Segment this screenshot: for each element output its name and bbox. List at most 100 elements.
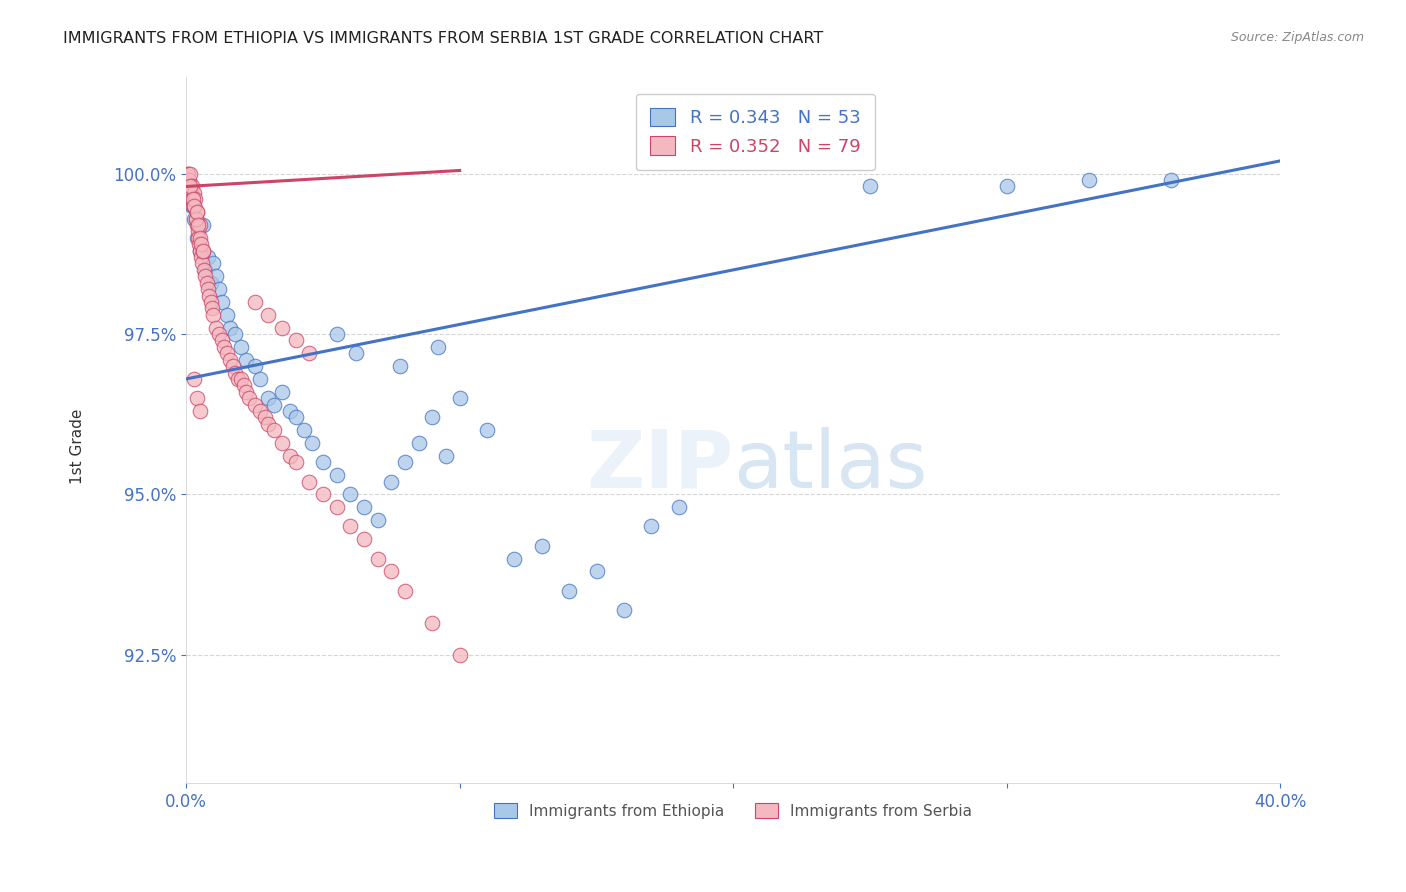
Point	[503, 551, 526, 566]
Point	[270, 436, 292, 450]
Point	[257, 308, 280, 322]
Point	[434, 449, 457, 463]
Point	[640, 519, 662, 533]
Point	[257, 417, 280, 431]
Point	[298, 475, 321, 489]
Point	[224, 366, 246, 380]
Point	[249, 372, 271, 386]
Point	[205, 269, 228, 284]
Text: Source: ZipAtlas.com: Source: ZipAtlas.com	[1230, 31, 1364, 45]
Point	[191, 244, 214, 258]
Point	[186, 231, 208, 245]
Point	[312, 487, 335, 501]
Point	[235, 384, 257, 399]
Point	[475, 423, 498, 437]
Point	[187, 224, 209, 238]
Point	[180, 179, 202, 194]
Point	[177, 179, 200, 194]
Point	[208, 282, 231, 296]
Point	[380, 475, 402, 489]
Point	[190, 237, 212, 252]
Point	[186, 205, 208, 219]
Point	[449, 648, 471, 662]
Point	[184, 211, 207, 226]
Point	[197, 282, 219, 296]
Point	[195, 276, 218, 290]
Point	[221, 359, 243, 373]
Point	[188, 231, 211, 245]
Point	[181, 192, 204, 206]
Point	[188, 237, 211, 252]
Point	[202, 256, 225, 270]
Text: atlas: atlas	[734, 426, 928, 505]
Point	[191, 218, 214, 232]
Point	[325, 326, 347, 341]
Point	[180, 186, 202, 200]
Point	[181, 192, 204, 206]
Point	[183, 199, 205, 213]
Point	[179, 167, 201, 181]
Point	[284, 410, 307, 425]
Point	[585, 565, 607, 579]
Point	[184, 192, 207, 206]
Point	[190, 244, 212, 258]
Point	[530, 539, 553, 553]
Point	[181, 199, 204, 213]
Point	[312, 455, 335, 469]
Point	[270, 320, 292, 334]
Point	[183, 186, 205, 200]
Point	[226, 372, 249, 386]
Point	[243, 295, 266, 310]
Point	[298, 346, 321, 360]
Point	[235, 352, 257, 367]
Point	[238, 391, 260, 405]
Point	[408, 436, 430, 450]
Point	[187, 231, 209, 245]
Point	[191, 256, 214, 270]
Point	[367, 551, 389, 566]
Point	[219, 320, 242, 334]
Point	[278, 449, 301, 463]
Point	[217, 308, 239, 322]
Point	[388, 359, 411, 373]
Point	[380, 565, 402, 579]
Text: IMMIGRANTS FROM ETHIOPIA VS IMMIGRANTS FROM SERBIA 1ST GRADE CORRELATION CHART: IMMIGRANTS FROM ETHIOPIA VS IMMIGRANTS F…	[63, 31, 824, 46]
Point	[183, 199, 205, 213]
Point	[214, 340, 236, 354]
Point	[198, 288, 221, 302]
Point	[186, 205, 208, 219]
Point	[859, 179, 882, 194]
Point	[211, 295, 233, 310]
Point	[339, 487, 361, 501]
Point	[188, 244, 211, 258]
Point	[668, 500, 690, 515]
Point	[249, 404, 271, 418]
Point	[270, 384, 292, 399]
Point	[188, 404, 211, 418]
Point	[194, 269, 217, 284]
Point	[224, 326, 246, 341]
Point	[1160, 173, 1182, 187]
Point	[344, 346, 367, 360]
Point	[190, 250, 212, 264]
Point	[263, 398, 285, 412]
Point	[179, 173, 201, 187]
Point	[995, 179, 1018, 194]
Point	[1078, 173, 1101, 187]
Point	[183, 372, 205, 386]
Point	[353, 500, 375, 515]
Point	[229, 372, 252, 386]
Point	[191, 244, 214, 258]
Point	[353, 533, 375, 547]
Point	[201, 301, 224, 316]
Point	[254, 410, 277, 425]
Point	[422, 615, 444, 630]
Point	[202, 308, 225, 322]
Text: 1st Grade: 1st Grade	[70, 409, 84, 483]
Point	[243, 359, 266, 373]
Point	[217, 346, 239, 360]
Point	[184, 211, 207, 226]
Point	[176, 167, 198, 181]
Point	[183, 211, 205, 226]
Point	[187, 218, 209, 232]
